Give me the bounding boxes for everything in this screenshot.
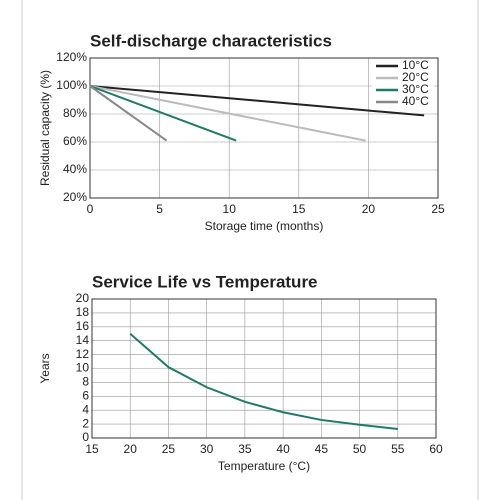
- y-tick-label: 20: [76, 291, 90, 305]
- legend-label: 20°C: [402, 70, 429, 84]
- x-tick-label: 20: [362, 202, 376, 216]
- y-tick-label: 40%: [63, 162, 87, 176]
- x-tick-label: 15: [292, 202, 306, 216]
- plot-frame: [91, 298, 437, 439]
- y-axis-label: Residual capacity (%): [38, 70, 52, 186]
- x-tick-label: 15: [85, 442, 99, 456]
- y-tick-label: 16: [76, 319, 90, 333]
- x-tick-label: 25: [431, 202, 445, 216]
- x-tick-label: 20: [124, 442, 138, 456]
- x-tick-label: 25: [162, 442, 176, 456]
- y-tick-label: 100%: [56, 78, 87, 92]
- data-line: [89, 85, 237, 142]
- y-tick-label: 120%: [56, 50, 87, 64]
- data-line: [89, 85, 425, 117]
- y-tick-label: 12: [76, 347, 90, 361]
- x-tick-label: 55: [391, 442, 405, 456]
- y-tick-label: 20%: [63, 190, 87, 204]
- x-axis-label: Temperature (°C): [218, 459, 310, 473]
- y-tick-label: 14: [76, 333, 90, 347]
- x-tick-label: 40: [276, 442, 290, 456]
- data-line: [129, 332, 398, 430]
- legend-label: 10°C: [402, 58, 429, 72]
- y-tick-label: 18: [76, 305, 90, 319]
- y-tick-label: 0: [82, 430, 89, 444]
- legend-label: 40°C: [402, 94, 429, 108]
- x-tick-label: 60: [429, 442, 443, 456]
- x-tick-label: 45: [315, 442, 329, 456]
- x-tick-label: 35: [238, 442, 252, 456]
- chart-title: Self-discharge characteristics: [90, 31, 332, 50]
- y-tick-label: 8: [82, 375, 89, 389]
- y-tick-label: 2: [82, 416, 89, 430]
- y-tick-label: 10: [76, 361, 90, 375]
- y-tick-label: 60%: [63, 134, 87, 148]
- y-tick-label: 80%: [63, 106, 87, 120]
- x-tick-label: 50: [353, 442, 367, 456]
- data-line: [89, 85, 168, 142]
- legend-label: 30°C: [402, 82, 429, 96]
- x-axis-label: Storage time (months): [205, 219, 324, 233]
- x-tick-label: 10: [223, 202, 237, 216]
- x-tick-label: 5: [156, 202, 163, 216]
- x-tick-label: 30: [200, 442, 214, 456]
- y-tick-label: 6: [82, 388, 89, 402]
- plot-frame: [89, 57, 439, 199]
- chart-title: Service Life vs Temperature: [92, 272, 318, 291]
- y-tick-label: 4: [82, 402, 89, 416]
- y-axis-label: Years: [38, 353, 52, 383]
- data-line: [89, 85, 366, 142]
- x-tick-label: 0: [87, 202, 94, 216]
